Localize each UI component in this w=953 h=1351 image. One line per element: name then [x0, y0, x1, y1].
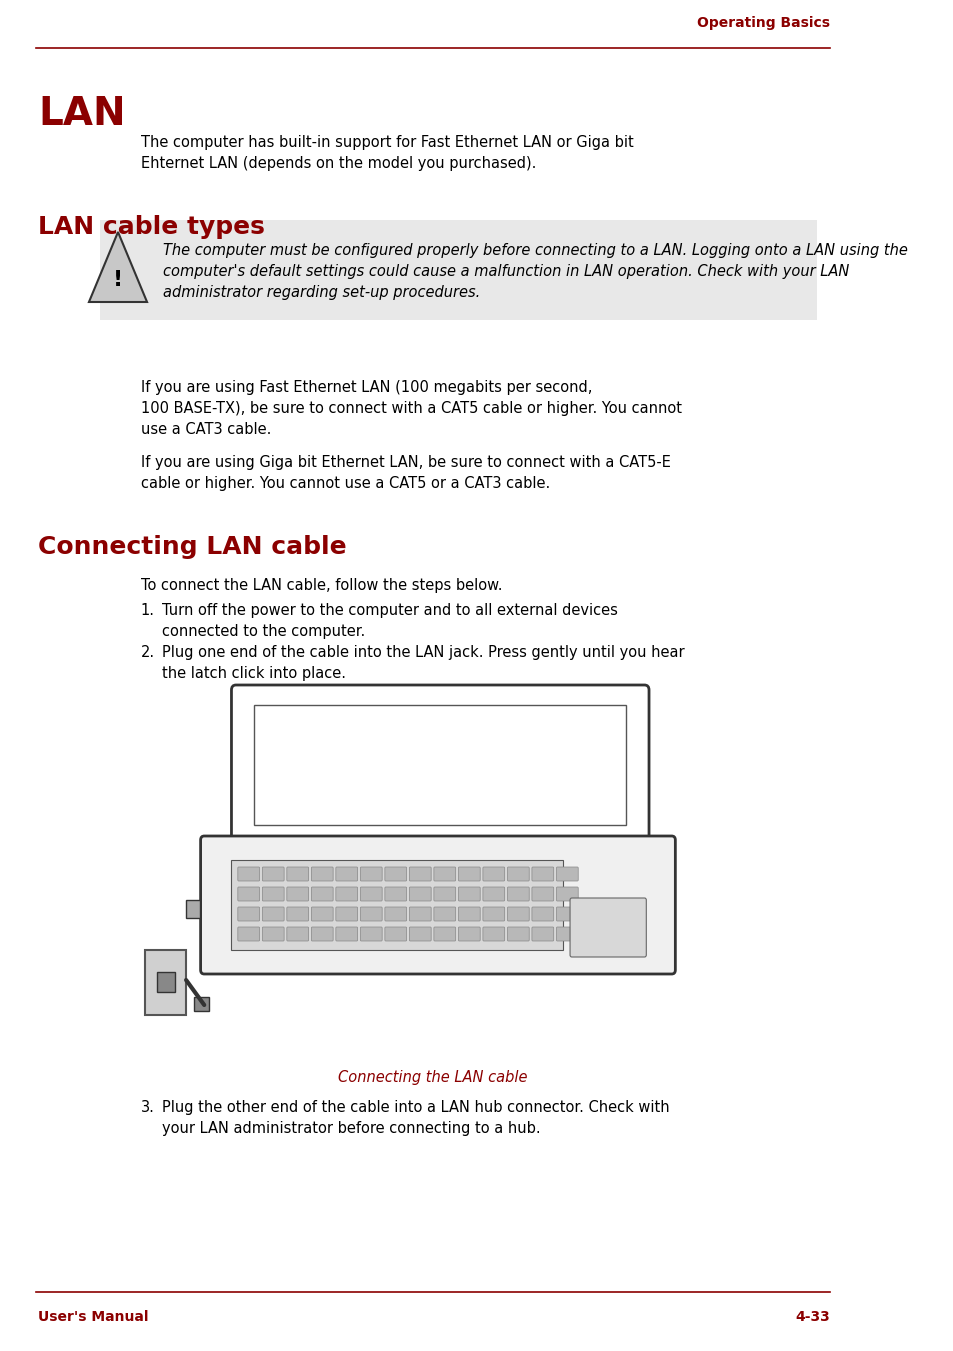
Polygon shape	[89, 232, 147, 303]
FancyBboxPatch shape	[384, 867, 406, 881]
FancyBboxPatch shape	[194, 997, 209, 1011]
Text: Turn off the power to the computer and to all external devices
connected to the : Turn off the power to the computer and t…	[161, 603, 617, 639]
FancyBboxPatch shape	[100, 220, 816, 320]
FancyBboxPatch shape	[287, 888, 309, 901]
FancyBboxPatch shape	[532, 867, 553, 881]
FancyBboxPatch shape	[287, 927, 309, 942]
FancyBboxPatch shape	[458, 927, 479, 942]
FancyBboxPatch shape	[335, 907, 357, 921]
FancyBboxPatch shape	[186, 900, 199, 917]
FancyBboxPatch shape	[556, 927, 578, 942]
FancyBboxPatch shape	[507, 867, 529, 881]
FancyBboxPatch shape	[335, 867, 357, 881]
FancyBboxPatch shape	[360, 867, 382, 881]
FancyBboxPatch shape	[384, 888, 406, 901]
FancyBboxPatch shape	[311, 927, 333, 942]
Text: LAN: LAN	[38, 95, 126, 132]
FancyBboxPatch shape	[253, 705, 626, 825]
FancyBboxPatch shape	[237, 888, 259, 901]
FancyBboxPatch shape	[482, 867, 504, 881]
Text: 2.: 2.	[140, 644, 154, 661]
FancyBboxPatch shape	[532, 907, 553, 921]
FancyBboxPatch shape	[409, 888, 431, 901]
FancyBboxPatch shape	[232, 685, 648, 844]
FancyBboxPatch shape	[434, 927, 456, 942]
FancyBboxPatch shape	[287, 867, 309, 881]
Text: LAN cable types: LAN cable types	[38, 215, 265, 239]
FancyBboxPatch shape	[458, 888, 479, 901]
FancyBboxPatch shape	[482, 927, 504, 942]
Text: Operating Basics: Operating Basics	[696, 16, 829, 30]
FancyBboxPatch shape	[232, 861, 562, 950]
FancyBboxPatch shape	[311, 907, 333, 921]
FancyBboxPatch shape	[237, 907, 259, 921]
Text: Connecting the LAN cable: Connecting the LAN cable	[338, 1070, 527, 1085]
FancyBboxPatch shape	[360, 888, 382, 901]
Text: The computer has built-in support for Fast Ethernet LAN or Giga bit
Ehternet LAN: The computer has built-in support for Fa…	[140, 135, 633, 172]
Text: 4-33: 4-33	[794, 1310, 829, 1324]
FancyBboxPatch shape	[360, 927, 382, 942]
FancyBboxPatch shape	[335, 927, 357, 942]
FancyBboxPatch shape	[556, 907, 578, 921]
FancyBboxPatch shape	[360, 907, 382, 921]
Text: Plug the other end of the cable into a LAN hub connector. Check with
your LAN ad: Plug the other end of the cable into a L…	[161, 1100, 668, 1136]
FancyBboxPatch shape	[409, 927, 431, 942]
FancyBboxPatch shape	[287, 907, 309, 921]
FancyBboxPatch shape	[384, 907, 406, 921]
FancyBboxPatch shape	[384, 927, 406, 942]
FancyBboxPatch shape	[556, 867, 578, 881]
FancyBboxPatch shape	[311, 888, 333, 901]
FancyBboxPatch shape	[434, 867, 456, 881]
FancyBboxPatch shape	[532, 888, 553, 901]
FancyBboxPatch shape	[434, 888, 456, 901]
FancyBboxPatch shape	[237, 867, 259, 881]
Text: Connecting LAN cable: Connecting LAN cable	[38, 535, 346, 559]
Text: If you are using Giga bit Ethernet LAN, be sure to connect with a CAT5-E
cable o: If you are using Giga bit Ethernet LAN, …	[140, 455, 670, 490]
FancyBboxPatch shape	[507, 927, 529, 942]
FancyBboxPatch shape	[237, 927, 259, 942]
FancyBboxPatch shape	[458, 867, 479, 881]
FancyBboxPatch shape	[262, 888, 284, 901]
FancyBboxPatch shape	[157, 971, 175, 992]
Text: 3.: 3.	[140, 1100, 154, 1115]
FancyBboxPatch shape	[458, 907, 479, 921]
FancyBboxPatch shape	[262, 867, 284, 881]
FancyBboxPatch shape	[409, 907, 431, 921]
FancyBboxPatch shape	[434, 907, 456, 921]
FancyBboxPatch shape	[507, 888, 529, 901]
FancyBboxPatch shape	[311, 867, 333, 881]
FancyBboxPatch shape	[532, 927, 553, 942]
FancyBboxPatch shape	[145, 950, 186, 1015]
FancyBboxPatch shape	[335, 888, 357, 901]
Text: Plug one end of the cable into the LAN jack. Press gently until you hear
the lat: Plug one end of the cable into the LAN j…	[161, 644, 683, 681]
FancyBboxPatch shape	[482, 907, 504, 921]
Text: If you are using Fast Ethernet LAN (100 megabits per second,
100 BASE-TX), be su: If you are using Fast Ethernet LAN (100 …	[140, 380, 681, 436]
FancyBboxPatch shape	[262, 927, 284, 942]
Text: !: !	[112, 270, 123, 290]
Text: User's Manual: User's Manual	[38, 1310, 149, 1324]
Text: 1.: 1.	[140, 603, 154, 617]
FancyBboxPatch shape	[556, 888, 578, 901]
FancyBboxPatch shape	[570, 898, 645, 957]
Text: The computer must be configured properly before connecting to a LAN. Logging ont: The computer must be configured properly…	[163, 243, 907, 300]
FancyBboxPatch shape	[262, 907, 284, 921]
FancyBboxPatch shape	[482, 888, 504, 901]
Text: To connect the LAN cable, follow the steps below.: To connect the LAN cable, follow the ste…	[140, 578, 501, 593]
FancyBboxPatch shape	[507, 907, 529, 921]
FancyBboxPatch shape	[409, 867, 431, 881]
FancyBboxPatch shape	[200, 836, 675, 974]
